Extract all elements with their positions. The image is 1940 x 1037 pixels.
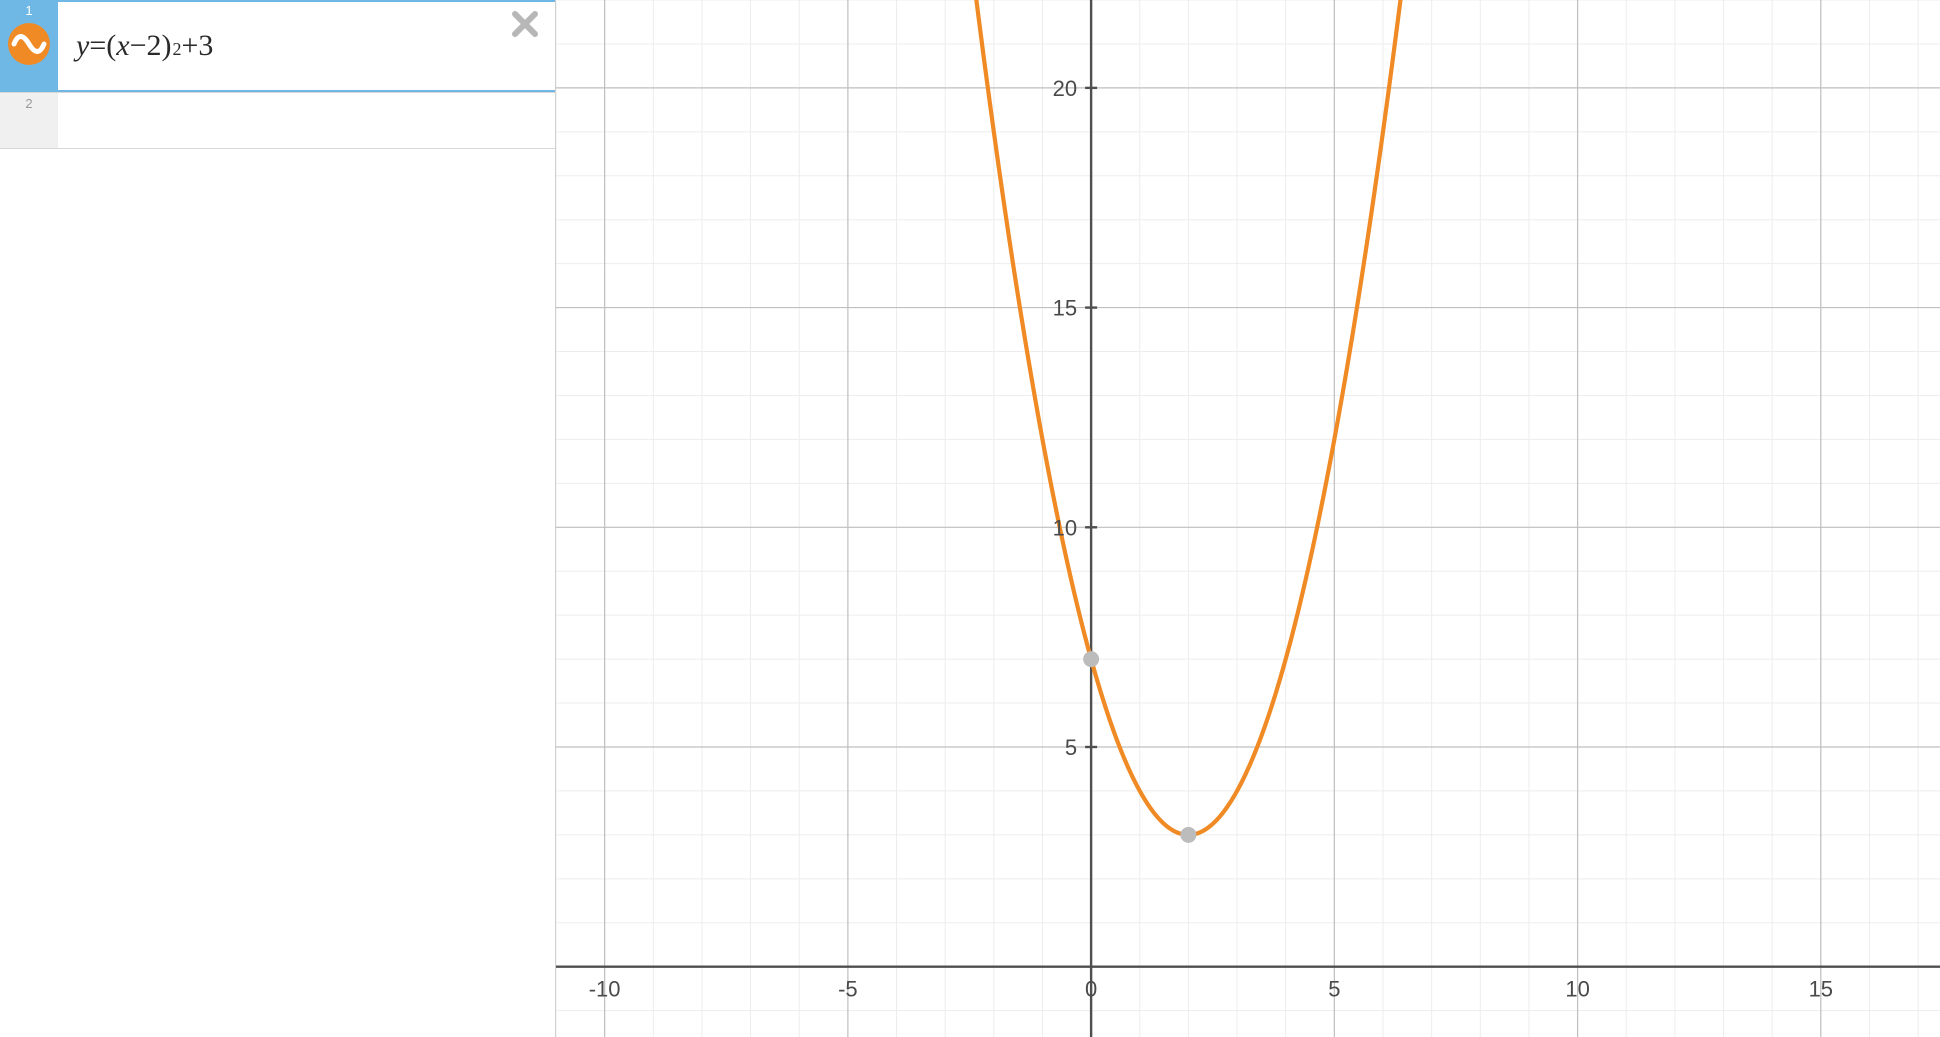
- expression-input-1[interactable]: y = ( x − 2 ) 2 + 3: [58, 0, 555, 92]
- app-root: 1 y = ( x − 2 ) 2: [0, 0, 1940, 1037]
- expression-input-2[interactable]: [58, 93, 555, 149]
- expression-row-1[interactable]: 1 y = ( x − 2 ) 2: [0, 0, 555, 93]
- row-gutter-1[interactable]: 1: [0, 0, 58, 92]
- y-tick-label: 15: [1053, 296, 1077, 321]
- row-gutter-2[interactable]: 2: [0, 93, 58, 148]
- expression-row-2[interactable]: 2: [0, 93, 555, 149]
- expression-panel: 1 y = ( x − 2 ) 2: [0, 0, 556, 1037]
- x-tick-label: 15: [1809, 977, 1833, 1002]
- graph-canvas[interactable]: -10 -5 0 5 10 15 5 10 15 20: [556, 0, 1940, 1037]
- x-tick-label: 10: [1565, 977, 1589, 1002]
- x-tick-label: 5: [1328, 977, 1340, 1002]
- row-index: 2: [25, 97, 32, 114]
- y-tick-label: 10: [1053, 515, 1077, 540]
- y-tick-label: 20: [1053, 76, 1077, 101]
- row-index: 1: [25, 4, 32, 21]
- y-tick-label: 5: [1065, 735, 1077, 760]
- var-x: x: [116, 29, 129, 63]
- var-y: y: [76, 29, 89, 63]
- expression-math: y = ( x − 2 ) 2 + 3: [76, 29, 213, 63]
- x-tick-label: 0: [1085, 977, 1097, 1002]
- x-tick-label: -10: [589, 977, 621, 1002]
- graph-panel[interactable]: -10 -5 0 5 10 15 5 10 15 20: [556, 0, 1940, 1037]
- x-tick-label: -5: [838, 977, 858, 1002]
- delete-expression-icon[interactable]: [509, 8, 541, 40]
- expression-color-swatch[interactable]: [8, 23, 50, 65]
